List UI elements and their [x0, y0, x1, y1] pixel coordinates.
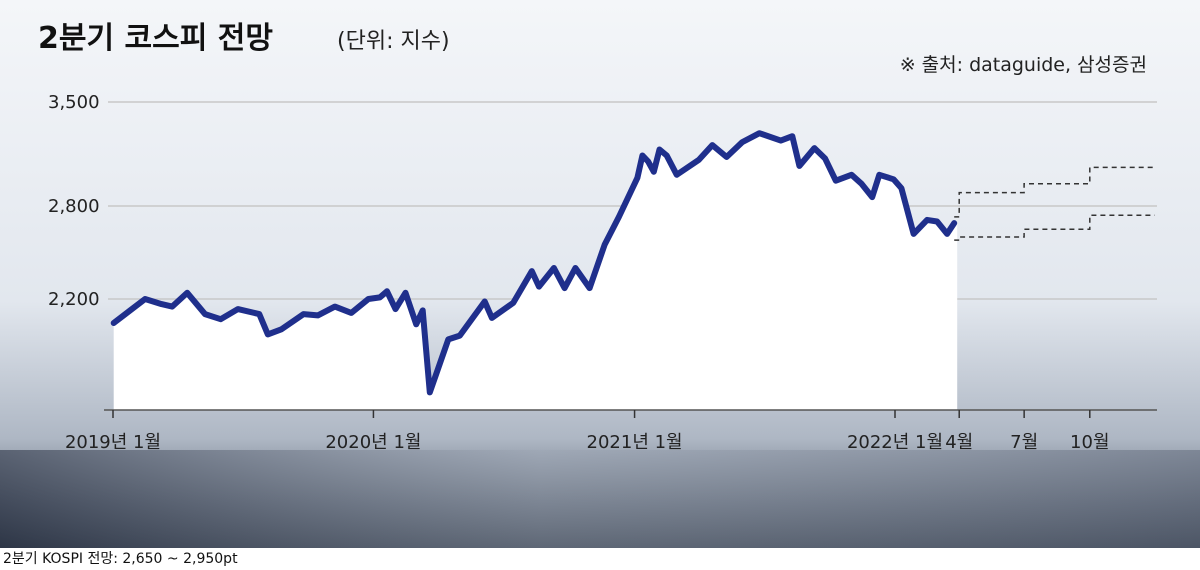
series-group [110, 130, 958, 396]
x-tick-label: 2020년 1월 [325, 432, 421, 453]
x-tick-label: 2022년 1월 [847, 432, 943, 453]
x-tick-label: 10월 [1070, 432, 1109, 453]
y-tick-label: 2,800 [48, 196, 100, 217]
kospi-line [110, 130, 958, 396]
x-tick-label: 2019년 1월 [65, 432, 161, 453]
x-tick-label: 4월 [945, 432, 973, 453]
x-axis: 2019년 1월 2020년 1월 2021년 1월 2022년 1월 4월 7월 10월 [65, 409, 1157, 453]
forecast-band-upper [954, 166, 1155, 218]
forecast-bands [954, 166, 1155, 241]
area-fill [113, 133, 958, 410]
x-tick-label: 7월 [1010, 432, 1038, 453]
chart-title: 2분기 코스피 전망 [38, 21, 273, 56]
unit-label: (단위: 지수) [337, 29, 450, 54]
source-note: ※ 출처: dataguide, 삼성증권 [900, 54, 1147, 76]
background-photo-band [0, 450, 1200, 548]
y-tick-label: 2,200 [48, 289, 100, 310]
caption-bar [0, 548, 1200, 570]
title-group: 2분기 코스피 전망 (단위: 지수) ※ 출처: dataguide, 삼성증… [38, 21, 1147, 76]
y-tick-labels: 2,200 2,800 3,500 [48, 92, 100, 310]
area-under-line [113, 133, 958, 410]
x-tick-label: 2021년 1월 [587, 432, 683, 453]
y-tick-label: 3,500 [48, 92, 100, 113]
forecast-band-lower [954, 214, 1155, 241]
caption-text: 2분기 KOSPI 전망: 2,650 ~ 2,950pt [3, 551, 238, 567]
